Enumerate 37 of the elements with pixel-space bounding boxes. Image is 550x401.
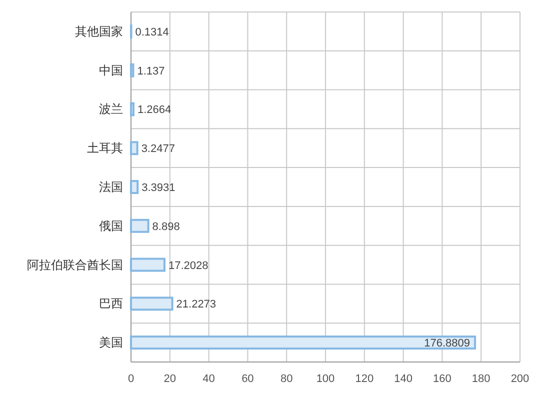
y-tick-label: 美国 bbox=[99, 336, 123, 350]
data-label: 1.2664 bbox=[137, 104, 172, 116]
y-tick-label: 俄国 bbox=[99, 218, 123, 233]
data-label: 0.1314 bbox=[135, 26, 169, 38]
x-tick-label: 20 bbox=[164, 373, 176, 385]
bar bbox=[130, 63, 134, 78]
bar bbox=[130, 102, 134, 116]
x-tick-label: 140 bbox=[394, 373, 412, 385]
bar bbox=[130, 180, 139, 194]
x-tick-label: 40 bbox=[202, 373, 215, 385]
x-tick-label: 200 bbox=[510, 373, 530, 385]
x-tick-label: 180 bbox=[472, 373, 490, 385]
data-label: 21.2273 bbox=[176, 298, 216, 311]
data-label: 17.2028 bbox=[168, 260, 208, 272]
bar bbox=[130, 296, 174, 311]
y-tick-label: 法国 bbox=[99, 180, 123, 194]
data-label: 176.8809 bbox=[424, 338, 470, 350]
bar bbox=[130, 258, 166, 272]
data-label: 1.137 bbox=[137, 65, 165, 78]
y-tick-label: 阿拉伯联合酋长国 bbox=[27, 258, 123, 272]
x-tick-label: 0 bbox=[128, 373, 134, 385]
y-tick-label: 波兰 bbox=[99, 102, 123, 116]
bar bbox=[130, 336, 476, 350]
data-label: 8.898 bbox=[152, 220, 180, 233]
x-tick-label: 60 bbox=[242, 373, 254, 385]
x-tick-label: 100 bbox=[316, 373, 335, 385]
y-tick-label: 其他国家 bbox=[75, 24, 123, 38]
data-label: 3.2477 bbox=[141, 143, 175, 156]
x-tick-label: 80 bbox=[280, 373, 293, 385]
x-tick-label: 160 bbox=[433, 373, 452, 385]
y-tick-label: 土耳其 bbox=[87, 141, 123, 156]
x-tick-label: 120 bbox=[355, 373, 374, 385]
bar bbox=[130, 141, 138, 156]
bar bbox=[130, 218, 150, 233]
y-tick-label: 中国 bbox=[99, 63, 123, 78]
y-tick-label: 巴西 bbox=[99, 296, 123, 311]
data-label: 3.3931 bbox=[142, 182, 176, 194]
